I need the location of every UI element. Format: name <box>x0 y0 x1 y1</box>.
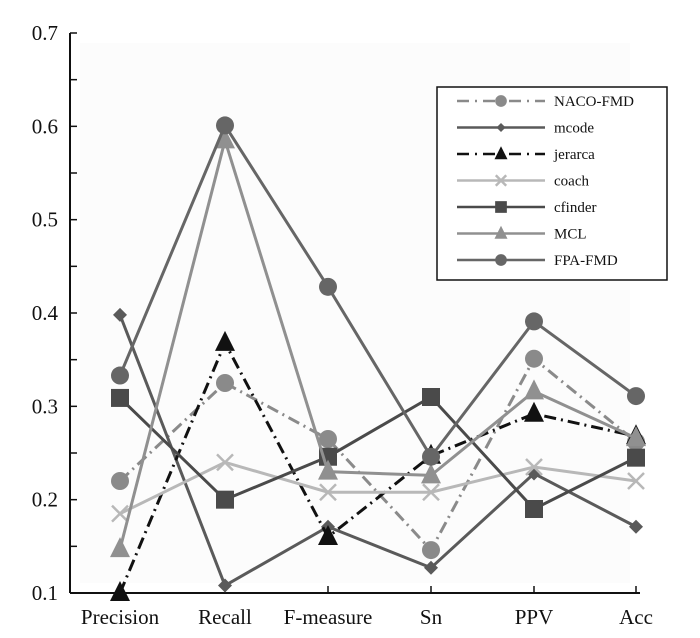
data-point-marker <box>318 525 338 545</box>
legend-marker <box>494 146 508 160</box>
data-point-marker <box>216 453 234 472</box>
legend-label: MCL <box>554 227 587 243</box>
data-point-marker <box>421 463 441 484</box>
data-point-marker <box>525 349 543 368</box>
data-point-marker <box>110 581 130 601</box>
legend-label: mcode <box>554 121 594 137</box>
data-point-marker <box>113 307 127 322</box>
data-point-marker <box>525 458 543 476</box>
data-point-marker <box>215 330 235 351</box>
series-line <box>118 395 637 511</box>
data-point-marker <box>218 578 232 593</box>
series-line <box>119 460 637 516</box>
data-point-marker <box>524 379 544 400</box>
y-tick-label: 0.2 <box>32 488 58 512</box>
legend-item: NACO-FMD <box>457 94 634 110</box>
data-point-marker <box>110 537 130 558</box>
y-tick-label: 0.7 <box>32 21 58 45</box>
legend-item: jerarca <box>457 146 595 163</box>
data-point-marker <box>627 448 645 467</box>
legend-label: cfinder <box>554 200 596 216</box>
x-tick-label: Precision <box>81 605 160 629</box>
legend-label: FPA-FMD <box>554 253 618 269</box>
legend-item: cfinder <box>457 200 596 216</box>
data-point-marker <box>111 504 129 523</box>
legend-label: NACO-FMD <box>554 94 634 110</box>
series-line <box>118 122 637 460</box>
data-point-marker <box>525 500 543 518</box>
y-tick-label: 0.6 <box>32 114 58 138</box>
series-lines <box>110 116 646 601</box>
data-point-marker <box>524 401 544 422</box>
x-tick-label: F-measure <box>284 605 373 629</box>
legend-marker <box>494 174 508 187</box>
data-point-marker <box>216 374 234 392</box>
data-point-marker <box>111 472 129 490</box>
data-point-marker <box>216 116 234 135</box>
data-point-marker <box>627 387 645 406</box>
series-line <box>118 314 637 588</box>
data-point-marker <box>525 312 543 331</box>
data-point-marker <box>111 388 129 407</box>
data-point-marker <box>422 483 440 502</box>
data-point-marker <box>424 560 438 575</box>
legend-item: mcode <box>457 121 594 137</box>
x-tick-label: PPV <box>515 605 554 629</box>
series-line <box>118 134 637 550</box>
data-point-marker <box>626 426 646 447</box>
y-tick-label: 0.4 <box>32 301 59 325</box>
data-point-marker <box>318 459 338 480</box>
series-coach <box>111 453 645 523</box>
series-fpa-fmd <box>111 116 645 466</box>
series-line <box>118 339 637 594</box>
data-point-marker <box>627 472 645 490</box>
data-point-marker <box>319 277 337 296</box>
x-tick-label: Sn <box>420 605 443 629</box>
series-mcl <box>110 128 646 558</box>
data-point-marker <box>422 388 440 406</box>
data-point-marker <box>319 483 337 502</box>
legend-marker <box>496 122 506 133</box>
legend-label: jerarca <box>553 147 595 163</box>
legend-box <box>436 86 668 281</box>
data-point-marker <box>422 447 440 466</box>
data-point-marker <box>216 490 234 509</box>
data-point-marker <box>629 519 643 534</box>
data-point-marker <box>215 128 235 149</box>
data-point-marker <box>111 366 129 385</box>
y-tick-label: 0.3 <box>32 394 58 418</box>
legend-item: FPA-FMD <box>457 253 618 269</box>
legend: NACO-FMD mcode jerarca coach cfinder MCL FPA-F… <box>436 86 668 281</box>
legend-marker <box>495 201 507 213</box>
legend-item: coach <box>457 174 589 190</box>
legend-item: MCL <box>457 225 587 243</box>
data-point-marker <box>422 541 440 560</box>
data-point-marker <box>319 430 337 448</box>
legend-label: coach <box>554 174 589 190</box>
x-tick-label: Recall <box>198 605 252 629</box>
legend-marker <box>495 254 507 266</box>
y-tick-label: 0.5 <box>32 208 58 232</box>
legend-marker <box>494 225 508 239</box>
x-tick-label: Acc <box>619 605 653 629</box>
y-tick-label: 0.1 <box>32 581 58 605</box>
legend-marker <box>495 95 507 107</box>
